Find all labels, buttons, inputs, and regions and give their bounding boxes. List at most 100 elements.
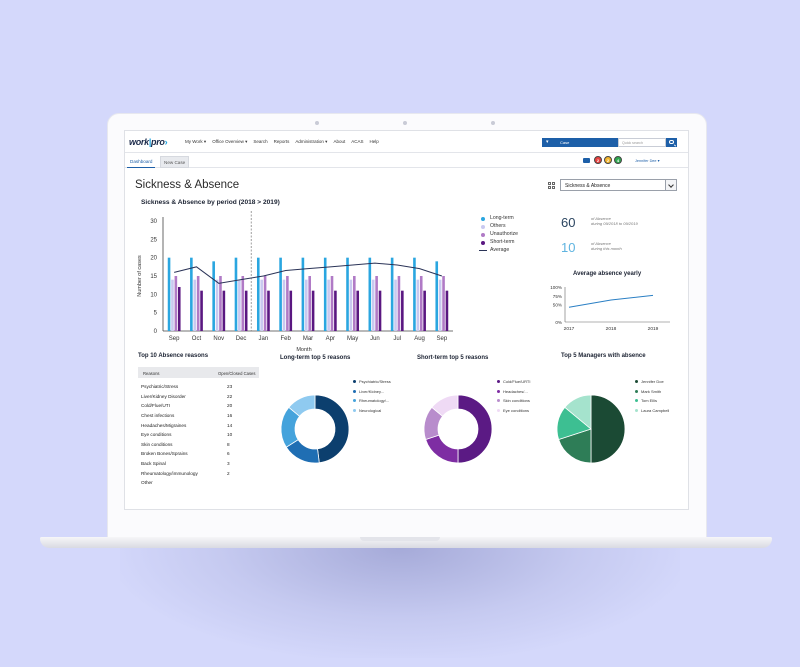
bar-unauthorize[interactable] <box>375 276 378 331</box>
bar-long-term[interactable] <box>234 257 238 331</box>
bar-others[interactable] <box>438 279 442 331</box>
tab-dashboard[interactable]: Dashboard <box>127 156 156 168</box>
bar-long-term[interactable] <box>279 257 282 331</box>
bar-short-term[interactable] <box>334 290 337 331</box>
bar-unauthorize[interactable] <box>353 276 356 331</box>
quick-search-input[interactable]: Quick search <box>618 138 666 147</box>
pie-slice[interactable] <box>558 428 592 464</box>
bar-short-term[interactable] <box>356 290 360 331</box>
bar-unauthorize[interactable] <box>442 276 445 331</box>
search-button[interactable] <box>666 138 677 147</box>
pie-slice[interactable] <box>564 394 592 430</box>
legend-item[interactable]: Short-term <box>481 239 518 247</box>
pie-slice[interactable] <box>457 394 493 464</box>
bar-long-term[interactable] <box>346 257 349 331</box>
bar-others[interactable] <box>416 279 420 331</box>
nav-item-acas[interactable]: ACAS <box>351 139 364 144</box>
bar-short-term[interactable] <box>267 290 270 331</box>
bar-unauthorize[interactable] <box>263 276 267 331</box>
pie-slice[interactable] <box>431 394 459 417</box>
bar-long-term[interactable] <box>323 257 327 331</box>
bar-short-term[interactable] <box>177 287 181 331</box>
legend-item[interactable]: Tom Ellis <box>635 398 669 408</box>
bar-unauthorize[interactable] <box>196 276 200 331</box>
legend-item[interactable]: Neurological <box>353 408 391 418</box>
nav-item-about[interactable]: About <box>333 139 346 144</box>
bar-short-term[interactable] <box>244 290 248 331</box>
bar-others[interactable] <box>260 279 263 331</box>
bar-unauthorize[interactable] <box>219 276 222 331</box>
table-row[interactable]: Liver/Kidney Disorder 22 <box>141 394 241 404</box>
legend-item[interactable]: Eye conditions <box>497 408 531 418</box>
mail-icon[interactable] <box>583 158 590 163</box>
nav-item-my-work[interactable]: My Work ▾ <box>185 139 207 144</box>
pie-slice[interactable] <box>590 394 626 464</box>
legend-item[interactable]: Skin conditions <box>497 398 531 408</box>
bar-long-term[interactable] <box>435 261 439 331</box>
bar-unauthorize[interactable] <box>174 276 178 331</box>
table-row[interactable]: Other <box>141 480 241 490</box>
bar-long-term[interactable] <box>190 257 193 331</box>
bar-short-term[interactable] <box>289 290 293 331</box>
grid-view-icon[interactable] <box>548 182 555 189</box>
bar-others[interactable] <box>193 279 197 331</box>
bar-unauthorize[interactable] <box>286 276 289 331</box>
pie-slice[interactable] <box>314 394 350 464</box>
bar-long-term[interactable] <box>167 257 171 331</box>
pie-slice[interactable] <box>425 434 459 464</box>
bar-others[interactable] <box>371 279 375 331</box>
bar-unauthorize[interactable] <box>330 276 334 331</box>
table-row[interactable]: Rheumatology/immunology 2 <box>141 471 241 481</box>
bar-unauthorize[interactable] <box>308 276 311 331</box>
nav-item-help[interactable]: Help <box>369 139 379 144</box>
bar-long-term[interactable] <box>301 257 305 331</box>
bar-others[interactable] <box>394 279 397 331</box>
notification-badge-amber[interactable]: 2 <box>604 156 612 164</box>
bar-others[interactable] <box>327 279 330 331</box>
legend-item[interactable]: Headaches/... <box>497 389 531 399</box>
app-logo[interactable]: work|pro› <box>129 137 168 147</box>
bar-others[interactable] <box>282 279 286 331</box>
table-row[interactable]: Skin conditions 8 <box>141 442 241 452</box>
bar-short-term[interactable] <box>401 290 404 331</box>
bar-others[interactable] <box>171 279 174 331</box>
bar-short-term[interactable] <box>423 290 426 331</box>
legend-item[interactable]: Average <box>479 247 518 255</box>
bar-long-term[interactable] <box>390 257 394 331</box>
bar-unauthorize[interactable] <box>419 276 423 331</box>
table-row[interactable]: Cold/Flue/UTI 20 <box>141 403 241 413</box>
bar-others[interactable] <box>305 279 308 331</box>
table-row[interactable]: Eye conditions 10 <box>141 432 241 442</box>
legend-item[interactable]: Rheumatology/... <box>353 398 391 408</box>
nav-item-reports[interactable]: Reports <box>273 139 290 144</box>
legend-item[interactable]: Mark Smith <box>635 389 669 399</box>
bar-unauthorize[interactable] <box>241 276 245 331</box>
notification-badge-red[interactable]: 2 <box>594 156 602 164</box>
bar-short-term[interactable] <box>200 290 203 331</box>
nav-item-administration[interactable]: Administration ▾ <box>295 139 328 144</box>
nav-item-office-overview[interactable]: Office Overview ▾ <box>212 139 248 144</box>
legend-item[interactable]: Liver/Kidney... <box>353 389 391 399</box>
legend-item[interactable]: Laura Campbell <box>635 408 669 418</box>
legend-item[interactable]: Psychiatric/Stress <box>353 379 391 389</box>
bar-short-term[interactable] <box>222 290 226 331</box>
legend-item[interactable]: Others <box>481 223 518 231</box>
table-row[interactable]: Chest infections 16 <box>141 413 241 423</box>
bar-short-term[interactable] <box>311 290 315 331</box>
legend-item[interactable]: Long-term <box>481 215 518 223</box>
table-row[interactable]: Back Spinal 3 <box>141 461 241 471</box>
bar-others[interactable] <box>215 279 219 331</box>
legend-item[interactable]: Unauthorize <box>481 231 518 239</box>
bar-long-term[interactable] <box>256 257 260 331</box>
pie-slice[interactable] <box>288 394 316 417</box>
bar-others[interactable] <box>238 279 241 331</box>
bar-short-term[interactable] <box>378 290 382 331</box>
table-row[interactable]: Psychiatric/Stress 23 <box>141 384 241 394</box>
bar-unauthorize[interactable] <box>397 276 401 331</box>
notification-badge-green[interactable]: 4 <box>614 156 622 164</box>
dashboard-view-select[interactable]: Sickness & Absence <box>560 179 677 191</box>
table-row[interactable]: Headaches/Migraines 14 <box>141 423 241 433</box>
user-menu[interactable]: Jennifer Dee ▾ <box>635 159 660 163</box>
tab-new-case[interactable]: New Case <box>160 156 190 168</box>
legend-item[interactable]: Jennifer Doe <box>635 379 669 389</box>
